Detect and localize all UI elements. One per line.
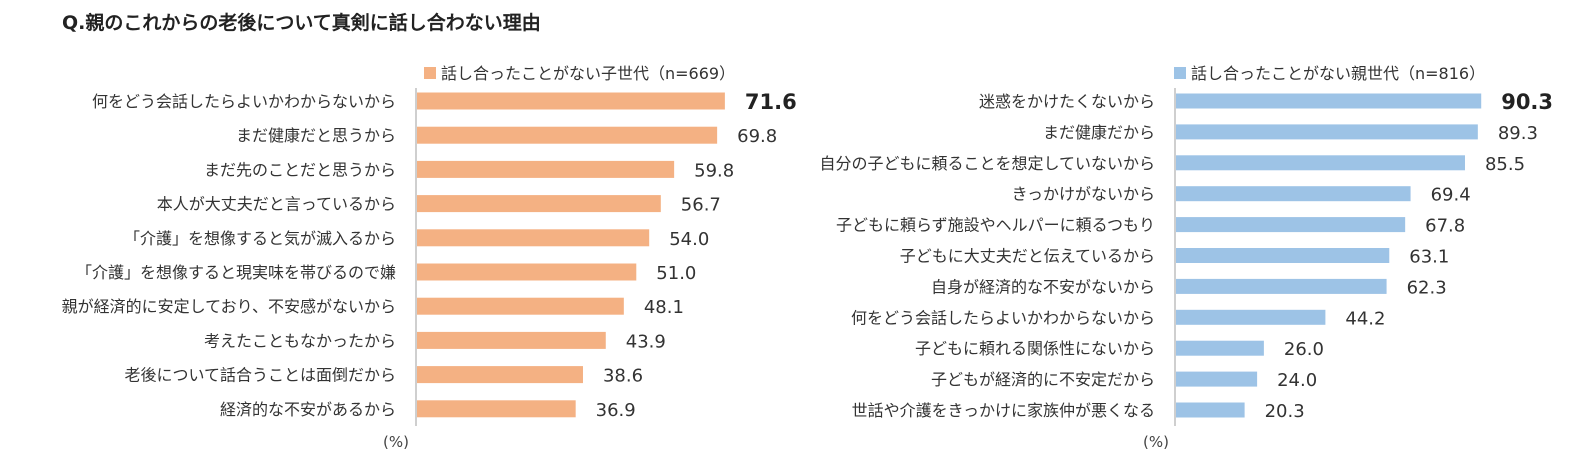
parent-generation-chart: 話し合ったことがない親世代（n=816） 迷惑をかけたくないから 90.3 まだ健康だ… <box>819 64 1553 451</box>
bar <box>1176 93 1482 109</box>
value-label: 26.0 <box>1284 339 1324 360</box>
bar <box>417 366 583 384</box>
category-label: 何をどう会話したらよいかわからないから <box>92 92 396 111</box>
value-label: 71.6 <box>745 90 797 114</box>
category-label: 考えたこともなかったから <box>204 331 396 350</box>
legend-swatch <box>1174 67 1186 79</box>
bar <box>1176 217 1406 233</box>
category-label: 本人が大丈夫だと言っているから <box>157 195 396 214</box>
value-label: 38.6 <box>603 366 643 387</box>
bar <box>417 331 606 349</box>
category-label: 子どもに頼らず施設やヘルパーに頼るつもり <box>836 216 1155 235</box>
category-label: 世話や介護をきっかけに家族仲が悪くなる <box>852 401 1155 420</box>
value-label: 24.0 <box>1277 370 1317 391</box>
value-label: 44.2 <box>1345 308 1385 329</box>
bar <box>417 229 650 247</box>
value-label: 54.0 <box>669 229 709 250</box>
bar <box>1176 309 1326 325</box>
category-label: 自分の子どもに頼ることを想定していないから <box>819 154 1155 173</box>
category-label: 老後について話合うことは面倒だから <box>124 366 396 385</box>
legend-label: 話し合ったことがない親世代（n=816） <box>1191 64 1485 83</box>
category-label: 「介護」を想像すると現実味を帯びるので嫌 <box>76 263 396 282</box>
bar <box>1176 124 1478 140</box>
value-label: 48.1 <box>644 297 684 318</box>
value-label: 20.3 <box>1265 401 1305 422</box>
value-label: 43.9 <box>626 331 666 352</box>
value-label: 59.8 <box>694 160 734 181</box>
bar <box>417 160 675 178</box>
value-label: 69.8 <box>737 126 777 147</box>
bar <box>1176 186 1411 202</box>
legend: 話し合ったことがない子世代（n=669） <box>424 64 735 83</box>
bar <box>417 297 624 315</box>
category-label: 自身が経済的な不安がないから <box>931 277 1155 296</box>
category-label: 子どもに頼れる関係性にないから <box>915 339 1155 358</box>
unit-label: (%) <box>1143 433 1169 451</box>
category-label: 親が経済的に安定しており、不安感がないから <box>62 297 396 316</box>
bar <box>417 195 661 213</box>
value-label: 85.5 <box>1485 154 1525 175</box>
category-label: まだ健康だから <box>1043 123 1155 142</box>
value-label: 63.1 <box>1409 247 1449 268</box>
unit-label: (%) <box>383 433 409 451</box>
chart-title: Q.親のこれからの老後について真剣に話し合わない理由 <box>62 12 541 34</box>
value-label: 67.8 <box>1425 216 1465 237</box>
value-label: 89.3 <box>1498 123 1538 144</box>
bar <box>1176 248 1390 263</box>
category-label: 何をどう会話したらよいかわからないから <box>851 308 1155 327</box>
legend: 話し合ったことがない親世代（n=816） <box>1174 64 1485 83</box>
legend-label: 話し合ったことがない子世代（n=669） <box>441 64 735 83</box>
category-label: まだ先のことだと思うから <box>204 160 396 179</box>
category-label: まだ健康だと思うから <box>236 126 396 145</box>
value-label: 90.3 <box>1501 90 1553 114</box>
bar <box>1176 155 1465 171</box>
value-label: 36.9 <box>596 400 636 421</box>
category-label: 子どもが経済的に不安定だから <box>931 370 1155 389</box>
category-label: きっかけがないから <box>1012 185 1155 204</box>
bar <box>417 400 576 418</box>
bar <box>417 126 718 144</box>
value-label: 69.4 <box>1431 185 1471 206</box>
bar <box>1176 340 1264 356</box>
bar <box>417 263 637 281</box>
category-label: 迷惑をかけたくないから <box>979 92 1155 111</box>
bar <box>1176 278 1387 294</box>
bar <box>1176 402 1245 418</box>
bar <box>1176 371 1258 387</box>
category-label: 「介護」を想像すると気が滅入るから <box>124 229 396 248</box>
value-label: 62.3 <box>1407 277 1447 298</box>
bar <box>417 92 725 110</box>
value-label: 56.7 <box>681 195 721 216</box>
legend-swatch <box>424 67 436 79</box>
value-label: 51.0 <box>656 263 696 284</box>
category-label: 経済的な不安があるから <box>220 400 396 419</box>
category-label: 子どもに大丈夫だと伝えているから <box>900 247 1155 266</box>
child-generation-chart: 話し合ったことがない子世代（n=669） 何をどう会話したらよいかわからないから 7… <box>62 64 797 451</box>
